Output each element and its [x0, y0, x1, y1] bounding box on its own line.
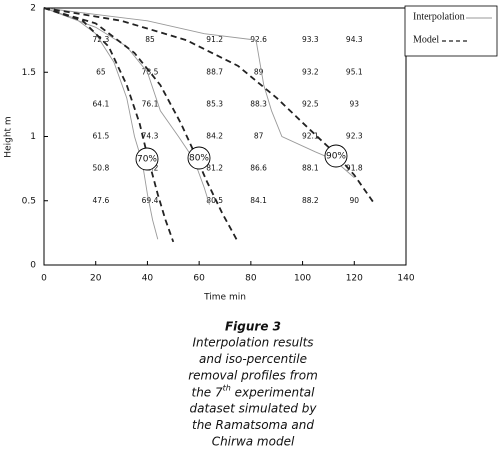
- legend-label: Interpolation: [413, 11, 465, 22]
- model-curve: [43, 7, 376, 206]
- percentile-marker: [135, 147, 159, 171]
- caption-text: the 7: [191, 385, 223, 399]
- x-tick-label: 120: [346, 274, 363, 284]
- grid-value: 92.3: [346, 132, 363, 141]
- grid-value: 88.1: [302, 164, 319, 173]
- grid-value: 88.3: [250, 99, 267, 108]
- legend-label: Model: [413, 34, 439, 45]
- grid-value: 81.2: [206, 164, 223, 173]
- grid-value: 93: [350, 99, 360, 108]
- grid-value: 93.3: [302, 35, 319, 44]
- grid-value: 88.2: [302, 196, 319, 205]
- grid-value: 88.7: [206, 67, 223, 76]
- grid-value: 91.2: [206, 35, 223, 44]
- x-tick-label: 20: [90, 274, 102, 284]
- grid-value: 94.3: [346, 35, 363, 44]
- caption-title: Figure 3: [225, 320, 281, 334]
- grid-value: 78.5: [142, 67, 159, 76]
- grid-value: 85.3: [206, 99, 223, 108]
- grid-value: 47.6: [93, 196, 110, 205]
- x-tick-label: 0: [41, 274, 47, 284]
- grid-value: 50.8: [93, 164, 110, 173]
- y-tick-label: 1: [30, 132, 36, 142]
- grid-value: 91.8: [346, 164, 363, 173]
- x-tick-label: 100: [294, 274, 311, 284]
- interpolation-line: [43, 7, 355, 178]
- grid-value: 89: [254, 67, 264, 76]
- x-tick-label: 80: [245, 274, 257, 284]
- caption-text: experimental: [231, 385, 315, 399]
- interpolation-line: [43, 7, 210, 205]
- percentile-label: 80%: [189, 154, 209, 164]
- grid-value: 92.1: [302, 132, 319, 141]
- grid-value: 92.5: [302, 99, 319, 108]
- grid-value: 74.3: [142, 132, 159, 141]
- y-tick-label: 0: [30, 261, 36, 271]
- caption-line: dataset simulated by: [190, 402, 318, 416]
- grid-value: 85: [145, 35, 155, 44]
- grid-value: 64.1: [93, 99, 110, 108]
- x-tick-label: 40: [142, 274, 154, 284]
- percentile-label: 70%: [137, 155, 157, 165]
- percentile-label: 90%: [326, 152, 346, 162]
- grid-value: 87: [254, 132, 264, 141]
- caption-line: removal profiles from: [188, 369, 318, 383]
- y-tick-label: 0.5: [22, 196, 36, 206]
- y-tick-label: 1.5: [22, 68, 36, 78]
- grid-value: 80.5: [206, 196, 223, 205]
- caption-line: the 7th experimental: [191, 383, 315, 399]
- x-tick-label: 140: [397, 274, 414, 284]
- model-curve: [43, 7, 239, 243]
- caption-line: Chirwa model: [212, 435, 295, 449]
- percentile-marker: [324, 144, 348, 168]
- grid-value: 93.2: [302, 67, 319, 76]
- grid-value: 76.1: [142, 99, 159, 108]
- y-axis-label: Height m: [4, 116, 14, 157]
- x-tick-label: 60: [193, 274, 205, 284]
- grid-value: 86.6: [250, 164, 267, 173]
- grid-value: 90: [350, 196, 360, 205]
- caption-line: the Ramatsoma and: [192, 418, 314, 432]
- grid-value: 92.6: [250, 35, 267, 44]
- grid-value: 69.4: [142, 196, 159, 205]
- x-axis-label: Time min: [203, 293, 246, 303]
- grid-value: 95.1: [346, 67, 363, 76]
- caption-line: Interpolation results: [192, 336, 313, 350]
- grid-value: 72.3: [93, 35, 110, 44]
- caption-sup: th: [223, 383, 231, 392]
- grid-value: 61.5: [93, 132, 110, 141]
- interpolation-line: [43, 7, 159, 240]
- grid-value: 84.2: [206, 132, 223, 141]
- y-tick-label: 2: [30, 4, 36, 14]
- grid-value: 65: [96, 67, 106, 76]
- caption-line: and iso-percentile: [199, 352, 307, 366]
- grid-value: 84.1: [250, 196, 267, 205]
- model-curve: [43, 7, 175, 243]
- percentile-marker: [187, 146, 211, 170]
- legend-box: [404, 5, 498, 57]
